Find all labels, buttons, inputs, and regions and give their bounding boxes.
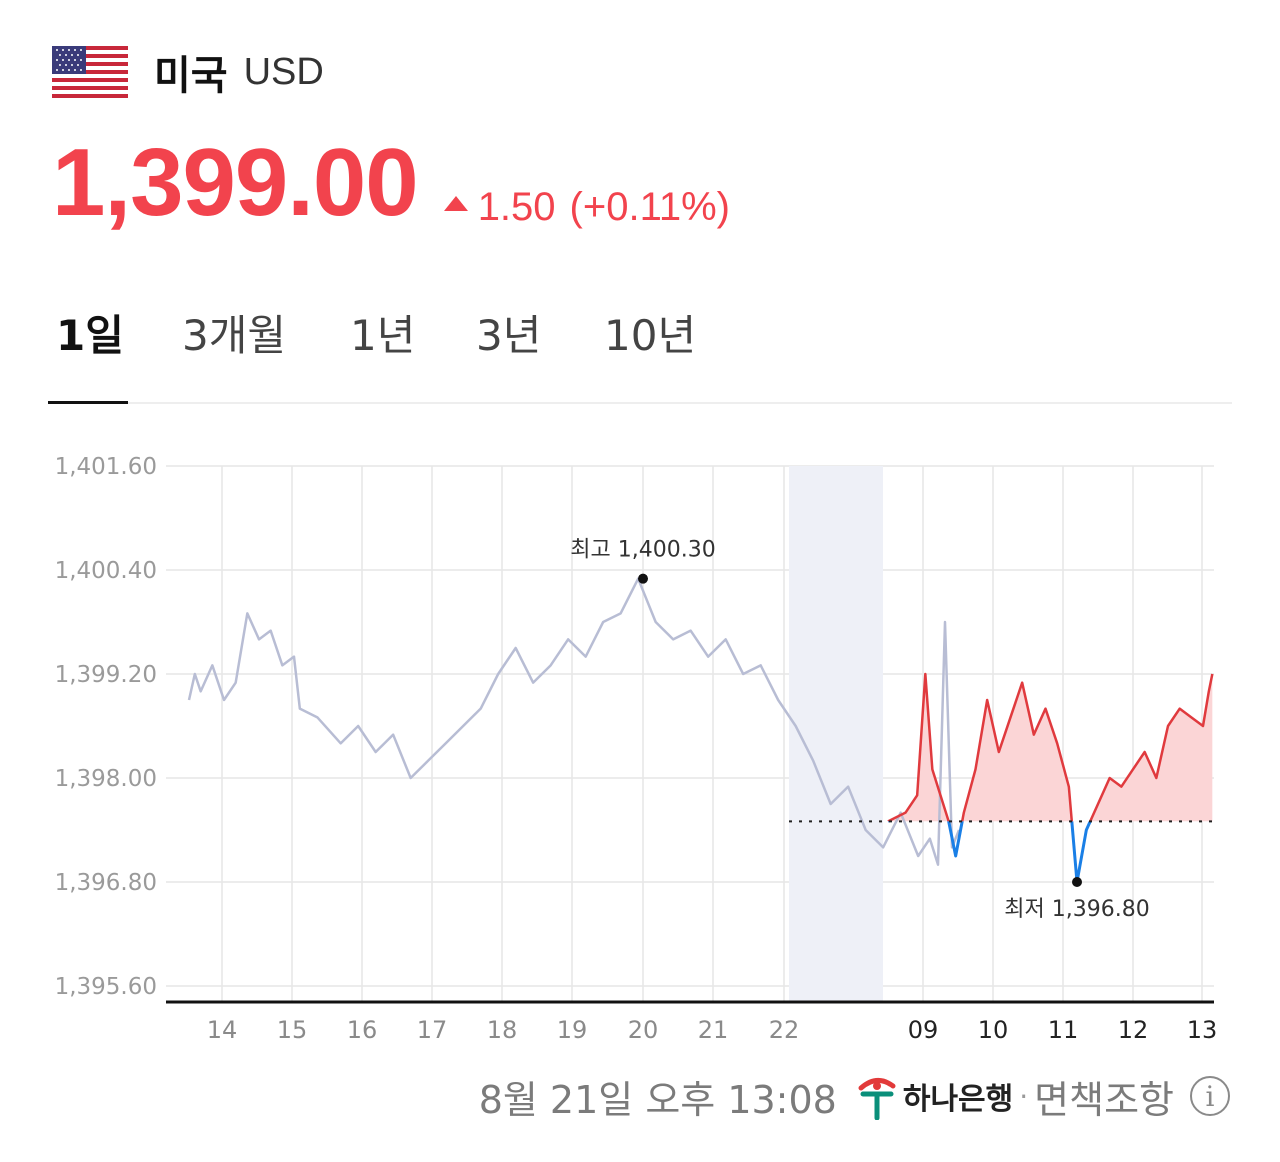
x-tick-label: 09	[908, 1016, 939, 1044]
series-line-up	[887, 672, 1214, 822]
x-tick-label: 16	[347, 1016, 378, 1044]
x-tick-label: 12	[1118, 1016, 1149, 1044]
x-tick-label: 15	[277, 1016, 308, 1044]
tab-1d[interactable]: 1일	[56, 311, 124, 360]
info-icon[interactable]: i	[1190, 1076, 1230, 1116]
high-label: 최고 1,400.30	[570, 538, 715, 563]
x-tick-label: 19	[557, 1016, 588, 1044]
chart-markers: 최고 1,400.30 최저 1,396.80	[570, 538, 1149, 922]
low-label: 최저 1,396.80	[1004, 897, 1149, 922]
y-tick-label: 1,395.60	[55, 974, 157, 1000]
x-tick-label: 13	[1187, 1016, 1218, 1044]
x-tick-label: 18	[487, 1016, 518, 1044]
change-percent: (+0.11%)	[569, 185, 730, 229]
footer: 8월 21일 오후 13:08 하나은행 · 면책조항 i	[479, 1066, 1230, 1126]
triangle-up-icon	[443, 196, 468, 211]
price-row: 1,399.00 1.50 (+0.11%)	[52, 128, 730, 238]
y-tick-label: 1,399.20	[55, 662, 157, 688]
change-amount: 1.50	[477, 185, 556, 229]
price-chart[interactable]: 1,401.60 1,400.40 1,399.20 1,398.00 1,396.80…	[0, 440, 1280, 1050]
tab-3m[interactable]: 3개월	[182, 311, 287, 360]
y-axis-labels: 1,401.60 1,400.40 1,399.20 1,398.00 1,396.80…	[55, 454, 157, 1000]
x-tick-label: 17	[417, 1016, 448, 1044]
timestamp: 8월 21일 오후 13:08	[478, 1077, 837, 1122]
price-change: 1.50 (+0.11%)	[443, 185, 730, 230]
active-tab-underline	[48, 401, 128, 404]
x-tick-label: 11	[1048, 1016, 1079, 1044]
series-area-up	[888, 674, 1213, 822]
y-tick-label: 1,398.00	[55, 766, 157, 792]
x-tick-label: 22	[769, 1016, 800, 1044]
bank-logo: 하나은행	[855, 1072, 1013, 1120]
country-name: 미국	[154, 53, 228, 99]
tab-1y[interactable]: 1년	[350, 311, 416, 360]
current-price: 1,399.00	[52, 129, 419, 236]
period-tabs: 1일 3개월 1년 3년 10년	[48, 298, 1232, 404]
us-flag-icon	[52, 46, 128, 98]
bank-name: 하나은행	[902, 1082, 1014, 1117]
footer-separator: ·	[1019, 1079, 1029, 1113]
series-line-prev	[187, 577, 961, 866]
high-marker	[638, 573, 648, 584]
x-tick-label: 21	[698, 1016, 729, 1044]
chart-series	[187, 577, 1214, 884]
y-tick-label: 1,401.60	[55, 454, 157, 480]
x-tick-label: 10	[978, 1016, 1009, 1044]
x-axis-labels: 14 15 16 17 18 19 20 21 22 09 10 11 12 13	[207, 1016, 1218, 1044]
x-tick-label: 14	[207, 1016, 238, 1044]
tab-3y[interactable]: 3년	[476, 311, 542, 360]
tab-10y[interactable]: 10년	[604, 311, 697, 360]
low-marker	[1072, 877, 1082, 887]
night-band	[789, 466, 883, 1002]
currency-header: 미국 USD	[52, 44, 324, 100]
currency-code: USD	[243, 50, 324, 93]
y-tick-label: 1,400.40	[55, 558, 157, 584]
disclaimer-link[interactable]: 면책조항	[1034, 1077, 1174, 1122]
x-tick-label: 20	[628, 1016, 659, 1044]
hana-bank-logo-icon	[858, 1078, 896, 1120]
chart-area-fill	[888, 674, 1213, 822]
y-tick-label: 1,396.80	[55, 870, 157, 896]
moon-icon	[849, 1018, 859, 1038]
